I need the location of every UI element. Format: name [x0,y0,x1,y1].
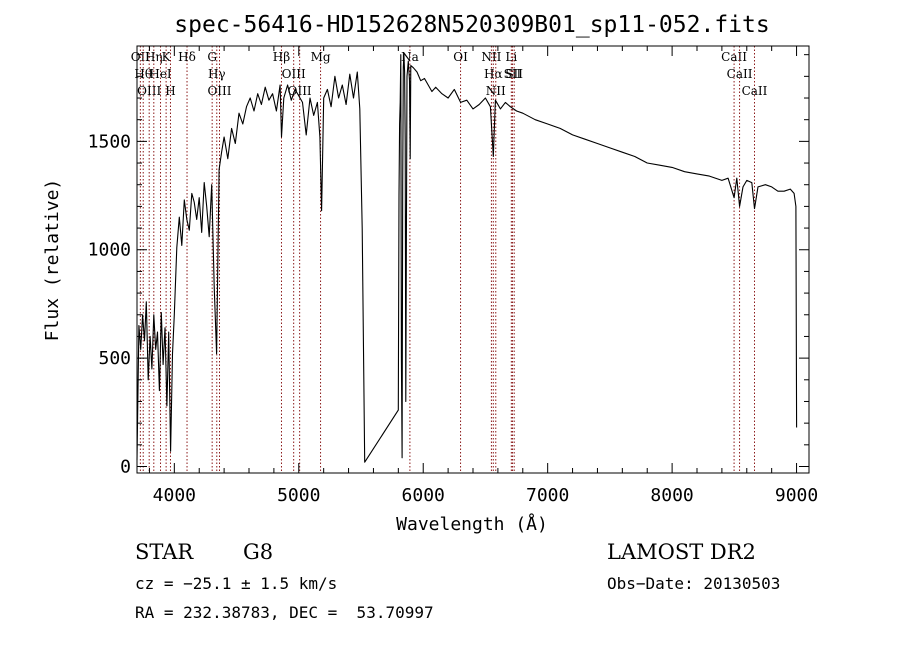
spectrum-series-line [136,54,798,463]
line-marker-label: CaII [742,84,768,98]
series-layer [136,54,798,463]
footer-survey-label: LAMOST DR2 [607,540,756,564]
line-marker-label: HeI [149,67,172,81]
x-axis-label: Wavelength (Å) [396,513,548,535]
y-axis-label: Flux (relative) [42,179,63,342]
x-tick-label: 9000 [775,485,818,506]
line-marker-label: OII [131,50,151,64]
plot-frame [136,45,810,474]
line-marker-label: Mg [311,50,331,64]
line-marker-label: CaII [727,67,753,81]
line-marker-label: NII [481,50,501,64]
line-marker-label: G [207,50,217,64]
line-marker-label: NII [486,84,506,98]
axes-layer: 4000 5000 6000 7000 8000 9000 0 500 1000 1500 [88,46,818,506]
line-marker-label: Hγ [208,67,226,81]
x-tick-label: 6000 [402,485,445,506]
footer-subclass-label: G8 [243,540,274,564]
x-tick-label: 7000 [526,485,569,506]
line-marker-label: OIII [288,84,312,98]
line-marker-label: Hα [484,67,503,81]
line-marker-label: Hδ [178,50,196,64]
footer-coords-text: RA = 232.38783, DEC = 53.70997 [135,603,434,622]
line-marker-label: Na [401,50,419,64]
x-tick-label: 5000 [277,485,320,506]
footer-velocity-text: cz = −25.1 ± 1.5 km/s [135,574,338,593]
y-tick-label: 1000 [88,240,131,261]
line-marker-label: Hη [145,50,163,64]
y-tick-label: 500 [98,348,131,369]
line-marker-label: OIII [137,84,161,98]
line-marker-label: Hθ [134,67,152,81]
line-marker-label: SII [505,67,523,81]
line-marker-label: OI [453,50,468,64]
x-tick-label: 4000 [153,485,196,506]
chart-title: spec-56416-HD152628N520309B01_sp11-052.f… [174,12,769,38]
line-marker-layer: OII Hθ OIII Hη HeI K H Hδ G Hγ OIII Hβ OIII OIII Mg Na O… [131,46,768,473]
line-marker-label: Hβ [273,50,290,64]
line-marker-label: OIII [207,84,231,98]
footer-obs-date-text: Obs−Date: 20130503 [607,574,781,593]
line-marker-label: K [162,50,172,64]
line-marker-label: CaII [721,50,747,64]
y-tick-label: 0 [120,456,131,477]
line-marker-label: OIII [282,67,306,81]
line-marker-label: H [165,84,175,98]
line-marker-label: SII [504,67,522,81]
x-tick-label: 8000 [650,485,693,506]
line-marker-label: Li [505,50,517,64]
y-tick-label: 1500 [88,131,131,152]
footer-class-label: STAR [135,540,194,564]
